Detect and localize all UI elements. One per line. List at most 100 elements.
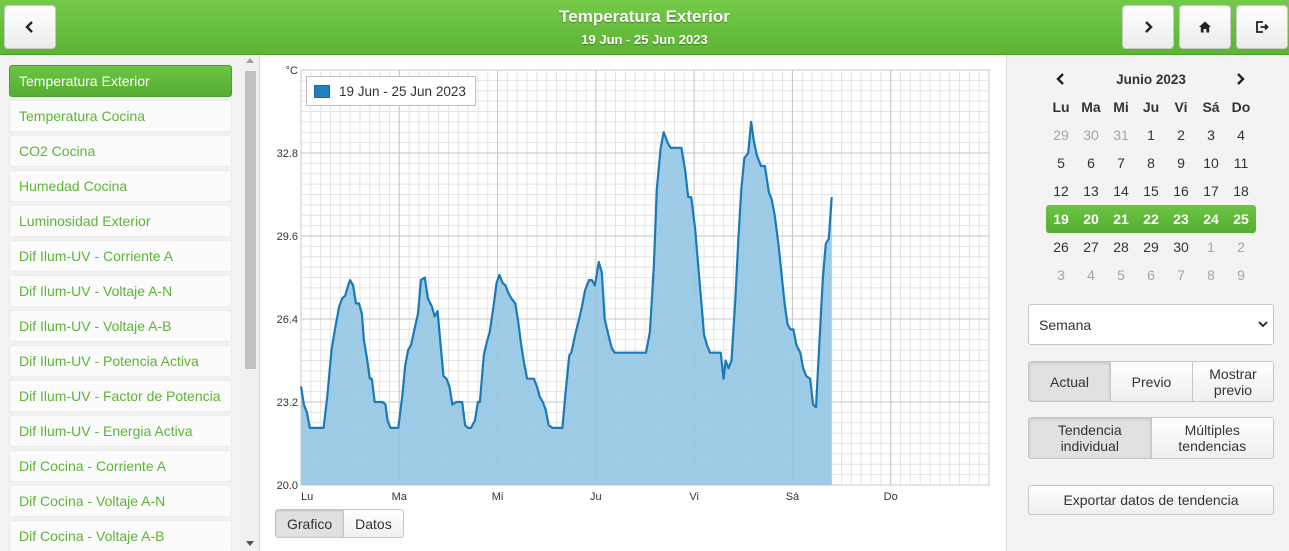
scroll-up-arrow-icon[interactable] [246,58,254,63]
tab-datos[interactable]: Datos [344,509,404,538]
calendar-day[interactable]: 24 [1203,211,1219,227]
calendar-day[interactable]: 10 [1203,155,1219,171]
calendar-day[interactable]: 6 [1087,155,1095,171]
calendar-day[interactable]: 26 [1053,239,1069,255]
calendar-day[interactable]: 8 [1207,267,1215,283]
y-tick-label: 23.2 [277,397,298,409]
tab-grafico[interactable]: Grafico [275,509,345,538]
sidebar-item[interactable]: Dif Cocina - Corriente A [9,450,232,482]
sidebar-item[interactable]: Humedad Cocina [9,170,232,202]
sidebar-item[interactable]: Temperatura Cocina [9,100,232,132]
sidebar-item[interactable]: Dif Cocina - Voltaje A-B [9,520,232,551]
calendar-grid: Lu Ma Mi Ju Vi Sá Do 29 30 31 1 2 3 4 5 6 7 8 9 10 11 12 13 14 1… [1046,93,1256,289]
sidebar-item[interactable]: Luminosidad Exterior [9,205,232,237]
calendar-day[interactable]: 16 [1173,183,1189,199]
x-tick-label: Lu [301,491,313,503]
sidebar-item[interactable]: Dif Ilum-UV - Voltaje A-N [9,275,232,307]
home-button[interactable] [1179,5,1231,49]
calendar-weekday: Do [1231,99,1251,115]
calendar-day[interactable]: 23 [1173,211,1189,227]
trend-button-group: Tendencia individual Múltiples tendencia… [1028,417,1274,459]
calendar-week[interactable]: 26 27 28 29 30 1 2 [1046,233,1256,261]
period-select-value: Semana [1039,316,1092,333]
calendar-day[interactable]: 29 [1143,239,1159,255]
calendar-prev-icon[interactable] [1053,71,1069,87]
calendar-day[interactable]: 31 [1113,127,1129,143]
actual-button[interactable]: Actual [1029,362,1110,401]
calendar-day[interactable]: 6 [1147,267,1155,283]
calendar-day[interactable]: 29 [1053,127,1069,143]
calendar-day[interactable]: 7 [1117,155,1125,171]
calendar-day[interactable]: 17 [1203,183,1219,199]
calendar-day[interactable]: 28 [1113,239,1129,255]
calendar-day[interactable]: 2 [1237,239,1245,255]
calendar-day[interactable]: 9 [1237,267,1245,283]
calendar-day[interactable]: 4 [1087,267,1095,283]
calendar-day[interactable]: 27 [1083,239,1099,255]
sidebar-scrollbar[interactable] [243,55,257,551]
calendar-day[interactable]: 5 [1057,155,1065,171]
calendar-day[interactable]: 1 [1147,127,1155,143]
calendar-day[interactable]: 22 [1143,211,1159,227]
multiples-tendencias-button[interactable]: Múltiples tendencias [1150,418,1273,458]
calendar-day[interactable]: 7 [1177,267,1185,283]
x-tick-label: Vi [689,491,699,503]
logout-button[interactable] [1236,5,1288,49]
home-icon [1199,21,1211,33]
next-button[interactable] [1122,5,1174,49]
back-button[interactable] [4,5,56,49]
calendar-day[interactable]: 14 [1113,183,1129,199]
legend-swatch [314,84,330,98]
calendar-selected-week[interactable]: 19 20 21 22 23 24 25 [1046,205,1256,233]
calendar-day[interactable]: 8 [1147,155,1155,171]
sidebar-item[interactable]: Dif Ilum-UV - Energia Activa [9,415,232,447]
calendar-day[interactable]: 13 [1083,183,1099,199]
scroll-thumb[interactable] [245,71,256,369]
sidebar-item[interactable]: Dif Ilum-UV - Potencia Activa [9,345,232,377]
view-tabs: Grafico Datos [275,509,404,538]
calendar-day[interactable]: 12 [1053,183,1069,199]
range-button-group: Actual Previo Mostrar previo [1028,361,1274,402]
sidebar-item[interactable]: Temperatura Exterior [9,65,232,97]
calendar-day[interactable]: 15 [1143,183,1159,199]
temperature-chart: 20.0 23.2 26.4 29.6 32.8 °C Lu Ma Mi Ju Vi Sá Do [277,65,990,503]
x-tick-label: Do [884,491,898,503]
tendencia-individual-button[interactable]: Tendencia individual [1029,418,1151,458]
calendar-day[interactable]: 30 [1083,127,1099,143]
scroll-down-arrow-icon[interactable] [246,541,254,546]
calendar-day[interactable]: 1 [1207,239,1215,255]
calendar-day[interactable]: 19 [1053,211,1069,227]
sidebar-item[interactable]: Dif Ilum-UV - Voltaje A-B [9,310,232,342]
calendar-day[interactable]: 3 [1207,127,1215,143]
series-area [301,121,832,486]
export-trend-button[interactable]: Exportar datos de tendencia [1028,485,1274,515]
calendar-day[interactable]: 9 [1177,155,1185,171]
previo-button[interactable]: Previo [1110,362,1192,401]
calendar-day[interactable]: 18 [1233,183,1249,199]
calendar-day[interactable]: 5 [1117,267,1125,283]
mostrar-previo-button[interactable]: Mostrar previo [1192,362,1273,401]
x-tick-label: Ma [392,491,408,503]
calendar-weekday: Lu [1052,99,1070,115]
calendar-day[interactable]: 11 [1233,155,1249,171]
period-select[interactable]: Semana [1028,304,1274,345]
calendar-day[interactable]: 3 [1057,267,1065,283]
y-tick-label: 32.8 [277,148,298,160]
chevron-left-icon [25,21,33,33]
sidebar-item[interactable]: Dif Ilum-UV - Corriente A [9,240,232,272]
calendar-week[interactable]: 12 13 14 15 16 17 18 [1046,177,1256,205]
calendar-day[interactable]: 4 [1237,127,1245,143]
calendar-day[interactable]: 21 [1113,211,1129,227]
calendar-day[interactable]: 25 [1233,211,1249,227]
calendar-week[interactable]: 29 30 31 1 2 3 4 [1046,121,1256,149]
calendar-day[interactable]: 2 [1177,127,1185,143]
sidebar-item[interactable]: CO2 Cocina [9,135,232,167]
x-tick-label: Mi [492,491,504,503]
calendar-day[interactable]: 20 [1083,211,1099,227]
calendar-day[interactable]: 30 [1173,239,1189,255]
calendar-week[interactable]: 3 4 5 6 7 8 9 [1046,261,1256,289]
sidebar-item[interactable]: Dif Ilum-UV - Factor de Potencia [9,380,232,412]
sidebar-item[interactable]: Dif Cocina - Voltaje A-N [9,485,232,517]
calendar-week[interactable]: 5 6 7 8 9 10 11 [1046,149,1256,177]
calendar-next-icon[interactable] [1232,71,1248,87]
